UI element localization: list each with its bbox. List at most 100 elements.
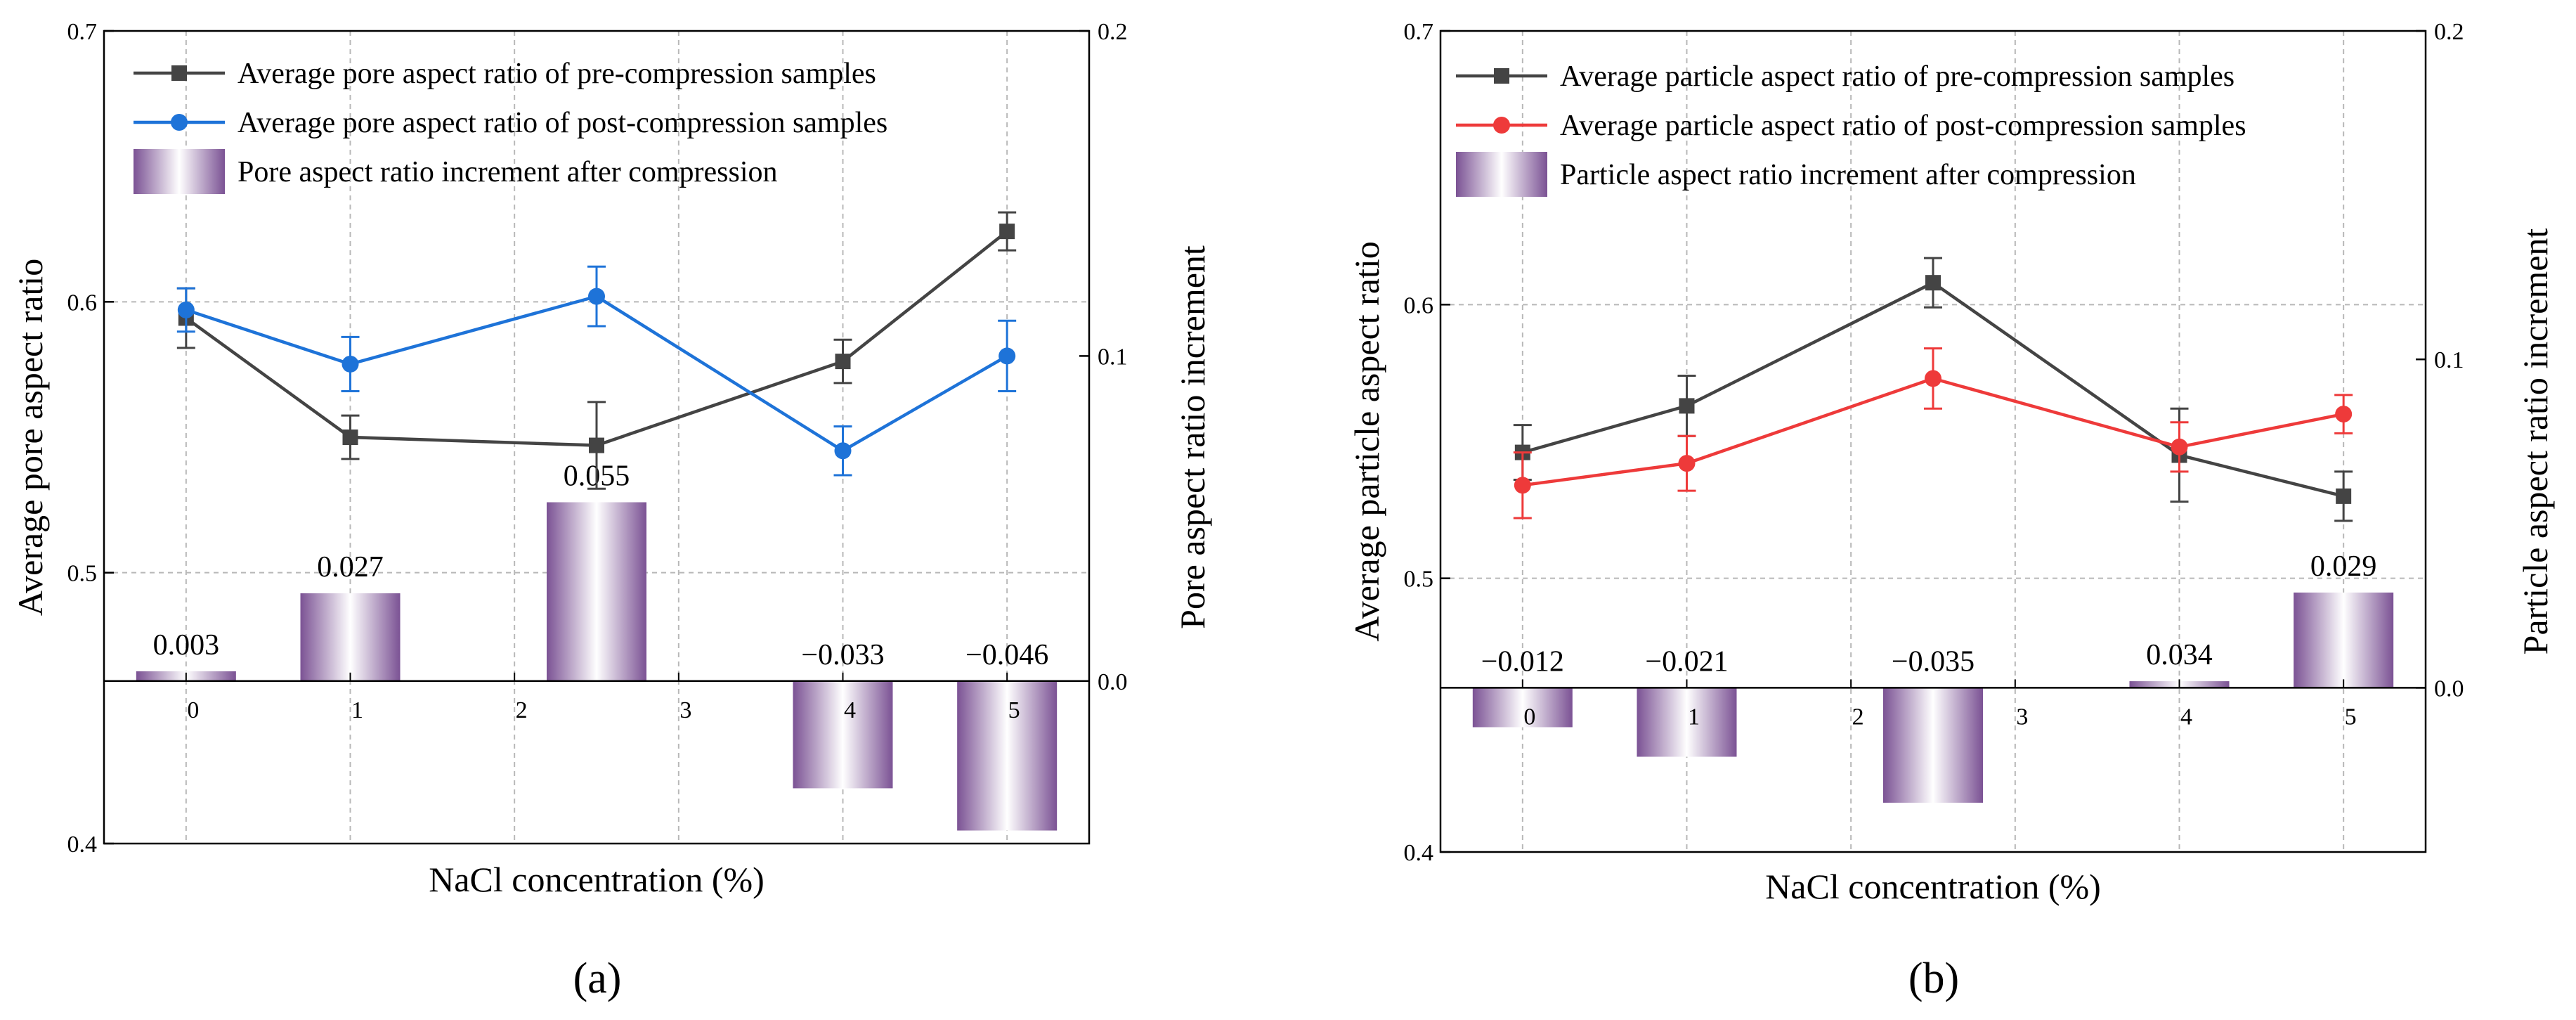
data-point [835, 354, 851, 370]
data-series [1513, 257, 2353, 522]
x-tick-label: 5 [2345, 704, 2357, 730]
panel-label-a: (a) [573, 955, 622, 1002]
legend-entry-pre: Average particle aspect ratio of pre-com… [1456, 60, 2235, 93]
data-point [1679, 398, 1695, 414]
legend-entry-post: Average pore aspect ratio of post-compre… [134, 107, 887, 139]
bar-value-label: −0.012 [1481, 645, 1564, 678]
legend-label-pre: Average pore aspect ratio of pre-compres… [238, 58, 876, 90]
panel-b: −0.012 −0.021 −0.035 0.034 0.029 0 1 2 3 4 5 0.4 0… [1347, 19, 2555, 1002]
y-tick-label: 0.7 [1404, 19, 1434, 45]
data-point [1514, 477, 1531, 494]
data-point [2171, 438, 2188, 456]
data-point [177, 301, 195, 318]
panel-label-b: (b) [1908, 955, 1959, 1002]
increment-bar [547, 502, 646, 681]
legend-marker-pre [1494, 68, 1509, 84]
axes: 0.4 0.5 0.6 0.7 0.0 0.1 0.2 [1404, 19, 2464, 866]
y-tick-label: 0.7 [67, 19, 98, 45]
zero-baseline: 0 1 2 3 4 5 [104, 672, 1089, 723]
x-tick-label: 5 [1008, 697, 1020, 723]
legend: Average pore aspect ratio of pre-compres… [134, 58, 887, 194]
legend-marker-shape [171, 65, 187, 81]
x-tick-label: 0 [1523, 704, 1535, 730]
bar-value-label: −0.033 [801, 639, 884, 671]
legend-entry-increment: Pore aspect ratio increment after compre… [134, 149, 778, 194]
y-tick-label: 0.6 [67, 290, 98, 316]
y-axis-title: Average pore aspect ratio [11, 259, 50, 616]
data-point [998, 347, 1016, 365]
x-axis-title: NaCl concentration (%) [429, 860, 765, 899]
data-point [589, 437, 604, 453]
increment-bar [300, 593, 401, 681]
data-point [834, 442, 852, 460]
data-point [2336, 488, 2352, 504]
y2-tick-label: 0.0 [2434, 676, 2464, 702]
data-point [1925, 370, 1941, 387]
y2-tick-label: 0.1 [1098, 344, 1128, 370]
increment-bar [957, 680, 1058, 831]
axes: 0.4 0.5 0.6 0.7 0.0 0.1 0.2 [67, 19, 1128, 858]
bar-value-label: −0.035 [1892, 645, 1975, 678]
legend-marker-shape [1494, 68, 1509, 84]
legend-marker-post [1493, 117, 1510, 134]
legend: Average particle aspect ratio of pre-com… [1456, 60, 2246, 197]
y-tick-label: 0.6 [1404, 292, 1434, 318]
x-tick-label: 3 [679, 697, 691, 723]
legend-label-post: Average pore aspect ratio of post-compre… [238, 107, 887, 139]
legend-marker-post [171, 114, 188, 131]
y-axis-title: Average particle aspect ratio [1347, 241, 1386, 642]
bar-value-label: 0.034 [2146, 639, 2213, 671]
bar-value-label: −0.046 [965, 639, 1048, 671]
increment-bar [1637, 687, 1737, 757]
x-axis-title: NaCl concentration (%) [1765, 867, 2101, 906]
y2-axis-title: Particle aspect ratio increment [2516, 228, 2555, 655]
increment-bars: −0.012 −0.021 −0.035 0.034 0.029 [1472, 550, 2394, 803]
plot-frame [103, 30, 1091, 845]
x-tick-label: 0 [187, 697, 199, 723]
data-point [2335, 406, 2353, 423]
data-series [176, 211, 1017, 490]
legend-label-post: Average particle aspect ratio of post-co… [1560, 110, 2246, 142]
legend-entry-post: Average particle aspect ratio of post-co… [1456, 110, 2246, 142]
y2-axis-title: Pore aspect ratio increment [1173, 245, 1212, 629]
legend-marker-shape [1493, 117, 1510, 134]
plot-frame [1439, 30, 2427, 853]
data-point [1678, 455, 1696, 472]
y-tick-label: 0.4 [67, 832, 98, 858]
data-point [342, 430, 358, 445]
y-tick-label: 0.4 [1404, 840, 1434, 866]
x-tick-label: 2 [516, 697, 528, 723]
legend-label-pre: Average particle aspect ratio of pre-com… [1560, 60, 2235, 93]
legend-swatch-increment [1456, 152, 1547, 197]
x-tick-label: 2 [1852, 704, 1864, 730]
legend-entry-pre: Average pore aspect ratio of pre-compres… [134, 58, 876, 90]
y2-tick-label: 0.1 [2434, 347, 2464, 373]
y-tick-label: 0.5 [1404, 567, 1434, 593]
bar-value-label: −0.021 [1645, 645, 1728, 678]
increment-bar [2294, 592, 2394, 688]
bar-value-label: 0.027 [317, 551, 384, 583]
legend-label-increment: Particle aspect ratio increment after co… [1560, 159, 2136, 191]
x-tick-label: 1 [1688, 704, 1700, 730]
legend-label-increment: Pore aspect ratio increment after compre… [238, 156, 778, 188]
x-tick-label: 3 [2016, 704, 2028, 730]
bar-value-label: 0.029 [2310, 550, 2377, 583]
legend-marker-pre [171, 65, 187, 81]
y2-tick-label: 0.2 [1098, 19, 1128, 45]
bar-value-label: 0.003 [153, 629, 220, 661]
data-point [1925, 275, 1941, 291]
x-tick-label: 1 [351, 697, 363, 723]
legend-marker-shape [171, 114, 188, 131]
zero-baseline: 0 1 2 3 4 5 [1440, 679, 2426, 730]
data-point [999, 224, 1015, 240]
increment-bar [1883, 687, 1983, 803]
legend-swatch-increment [134, 149, 225, 194]
data-point [588, 288, 605, 305]
data-point [341, 355, 359, 373]
y2-tick-label: 0.0 [1098, 669, 1128, 695]
x-tick-label: 4 [2180, 704, 2192, 730]
legend-entry-increment: Particle aspect ratio increment after co… [1456, 152, 2136, 197]
